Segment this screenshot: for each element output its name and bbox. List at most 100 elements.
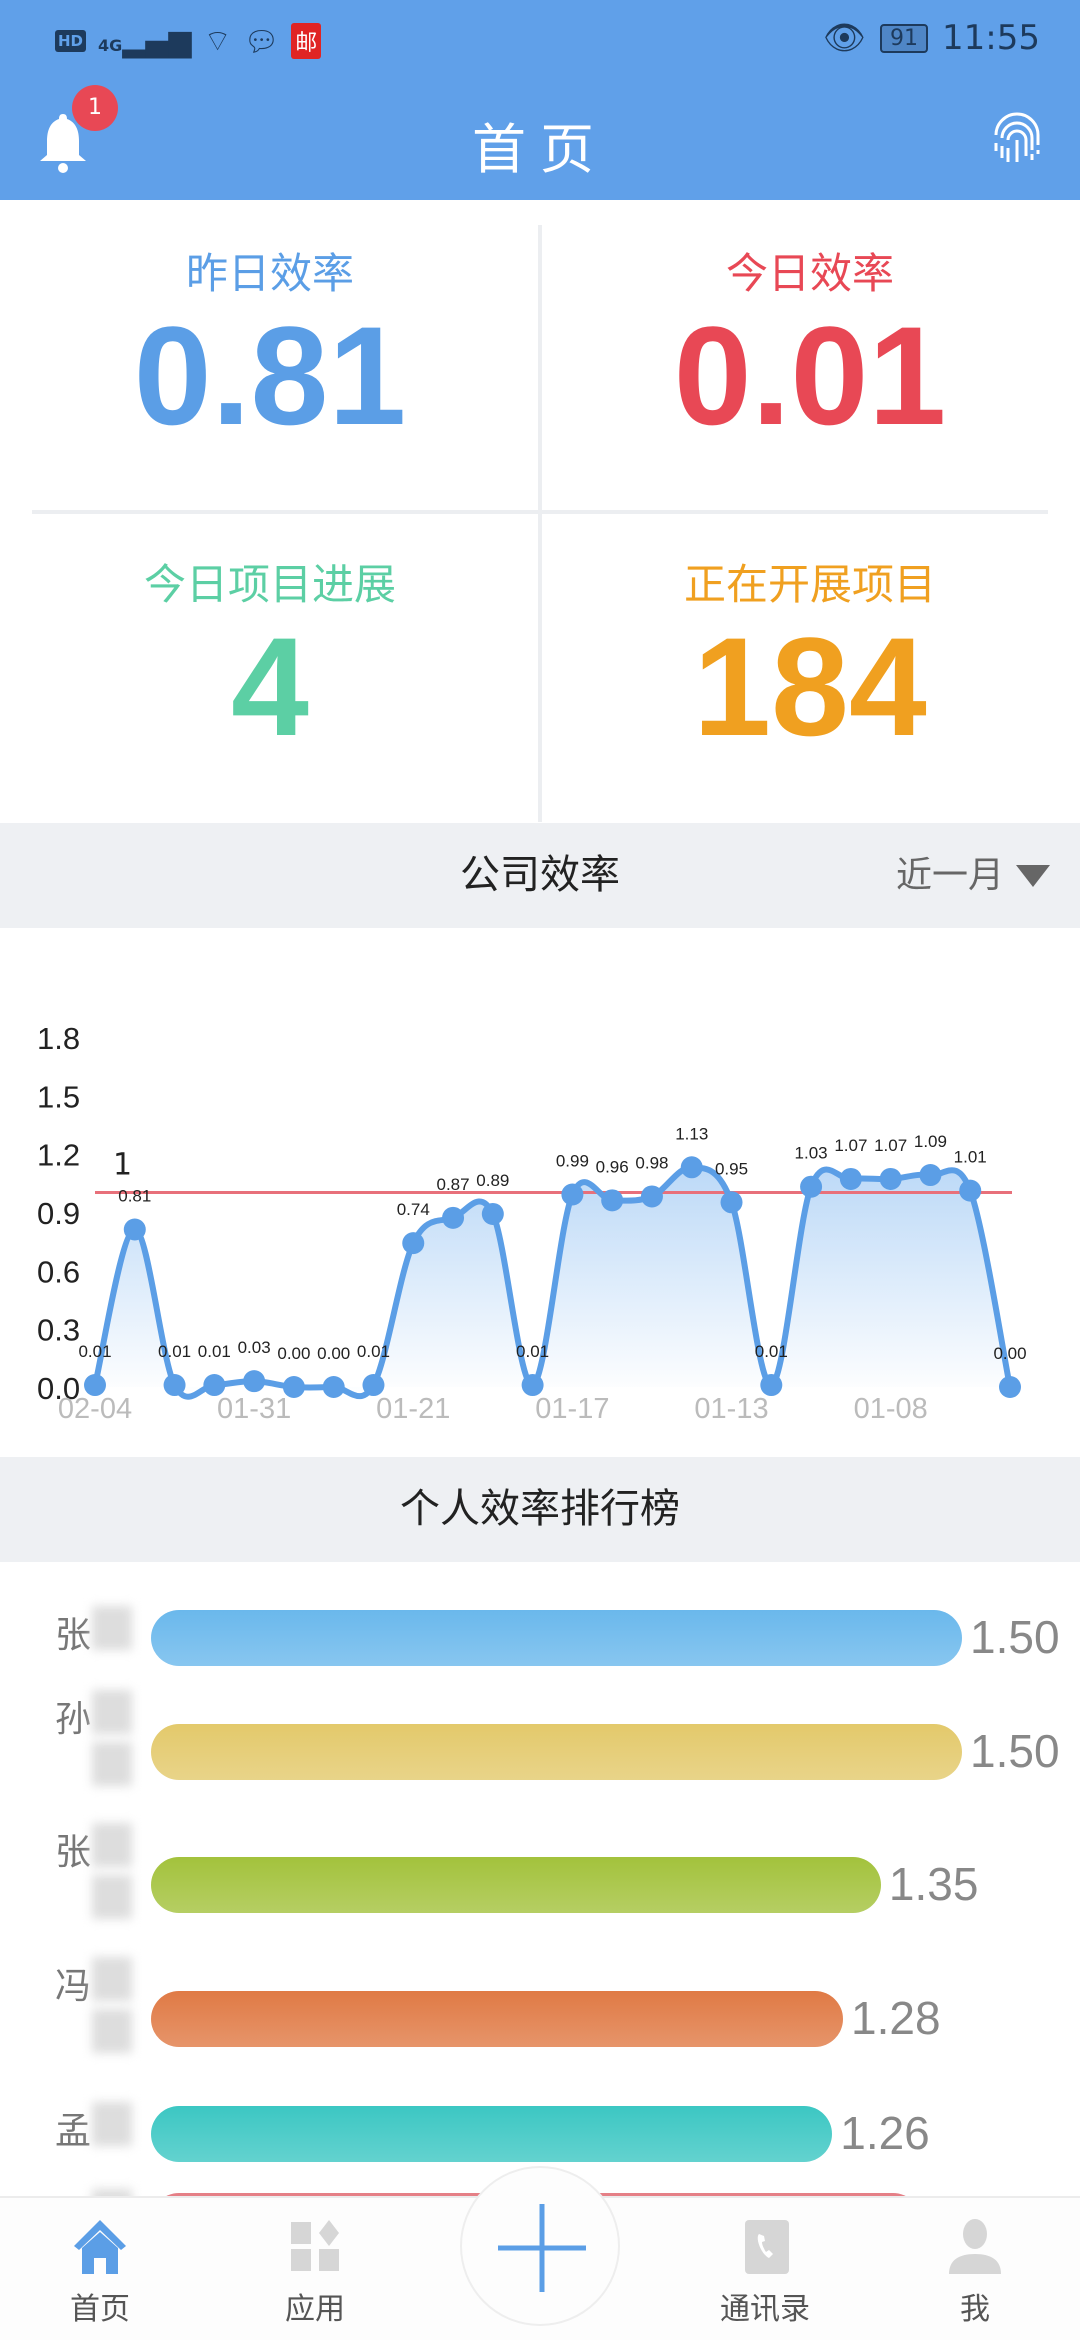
y-tick-label: 0.9 — [37, 1196, 80, 1231]
data-label: 0.01 — [357, 1342, 390, 1361]
data-point — [203, 1374, 226, 1397]
data-point — [640, 1185, 663, 1208]
data-label: 1.03 — [795, 1144, 828, 1163]
app-header: HD 4G▂▄▆ ⌔ 💬︎ 邮 👁︎ 91 11:55 1 首页 — [0, 0, 1080, 200]
ranking-bar — [151, 2106, 833, 2162]
wifi-icon: ⌔ — [203, 24, 232, 59]
x-tick-label: 01-21 — [376, 1393, 450, 1425]
stat-value: 4 — [231, 608, 309, 765]
blurred-name — [92, 1742, 132, 1786]
divider — [32, 510, 1048, 514]
user-icon — [949, 2219, 1001, 2274]
add-button[interactable] — [460, 2166, 620, 2326]
nav-label: 通讯录 — [720, 2292, 810, 2327]
apps-icon — [291, 2220, 339, 2271]
data-point — [84, 1374, 106, 1397]
hd-icon: HD — [55, 30, 87, 52]
eye-icon: 👁︎ — [822, 18, 867, 58]
data-label: 0.03 — [238, 1338, 271, 1357]
data-label: 0.01 — [158, 1342, 191, 1361]
blurred-name — [92, 1875, 132, 1919]
clock: 11:55 — [942, 18, 1040, 58]
stat-value: 184 — [693, 608, 927, 765]
data-label: 0.98 — [635, 1153, 668, 1172]
data-label: 0.00 — [993, 1344, 1026, 1363]
data-point — [919, 1164, 942, 1187]
data-label: 0.89 — [476, 1171, 509, 1190]
stat-yesterday-efficiency[interactable]: 昨日效率 0.81 — [0, 200, 540, 511]
ranking-value: 1.26 — [840, 2107, 930, 2159]
data-point — [123, 1218, 146, 1241]
stats-grid: 昨日效率 0.81 今日效率 0.01 今日项目进展 4 正在开展项目 184 — [0, 200, 1080, 822]
reference-line-label: 1 — [113, 1148, 132, 1183]
data-point — [760, 1374, 783, 1397]
plus-icon — [498, 2204, 586, 2292]
data-label: 0.95 — [715, 1159, 748, 1178]
blurred-name — [92, 2189, 132, 2196]
data-label: 0.01 — [198, 1342, 231, 1361]
data-point — [243, 1370, 266, 1393]
data-point — [481, 1202, 504, 1225]
data-point — [959, 1179, 982, 1202]
stat-today-efficiency[interactable]: 今日效率 0.01 — [540, 200, 1080, 511]
data-label: 0.00 — [277, 1344, 310, 1363]
x-tick-label: 01-08 — [854, 1393, 928, 1425]
data-label: 0.99 — [556, 1152, 589, 1171]
page-title: 首页 — [472, 118, 608, 181]
blurred-name — [92, 2102, 132, 2146]
ranking-bar — [151, 1724, 962, 1780]
data-point — [521, 1374, 544, 1397]
bell-icon — [40, 114, 86, 173]
stat-today-progress[interactable]: 今日项目进展 4 — [0, 511, 540, 822]
data-label: 1.13 — [675, 1124, 708, 1143]
data-point — [999, 1376, 1021, 1398]
blurred-name — [92, 1606, 132, 1650]
nav-label: 首页 — [70, 2292, 130, 2327]
x-tick-label: 01-17 — [535, 1393, 609, 1425]
chat-icon: 💬︎ — [243, 24, 280, 58]
data-label: 0.01 — [755, 1342, 788, 1361]
data-point — [800, 1175, 823, 1198]
notification-badge: 1 — [72, 85, 118, 131]
blurred-name — [92, 1690, 132, 1734]
y-tick-label: 1.2 — [37, 1138, 80, 1173]
ranking-bar — [151, 1610, 962, 1666]
data-label: 1.01 — [954, 1148, 987, 1167]
y-tick-label: 0.3 — [37, 1313, 80, 1348]
data-point — [442, 1206, 465, 1229]
stat-ongoing-projects[interactable]: 正在开展项目 184 — [540, 511, 1080, 822]
ranking-bar — [151, 1857, 881, 1913]
x-tick-label: 02-04 — [58, 1393, 132, 1425]
data-point — [282, 1376, 305, 1398]
data-point — [362, 1374, 385, 1397]
data-label: 0.96 — [596, 1157, 629, 1176]
divider — [538, 225, 542, 822]
data-label: 1.07 — [874, 1136, 907, 1155]
home-icon — [74, 2220, 126, 2274]
battery-icon: 91 — [880, 23, 929, 53]
notification-button[interactable] — [36, 110, 90, 178]
data-point — [680, 1156, 703, 1179]
ranking-name: 覃 — [55, 2189, 91, 2196]
ranking-value: 1.50 — [970, 1725, 1060, 1777]
area-fill — [95, 1167, 1010, 1397]
range-dropdown[interactable]: 近一月 — [896, 823, 1050, 928]
contacts-icon — [745, 2220, 789, 2274]
fingerprint-button[interactable] — [988, 110, 1046, 174]
ranking-list: 张 1.50 孙 1.50 张 1.35 冯 1.28 孟 1.26 覃 — [0, 1562, 1080, 2196]
x-tick-label: 01-31 — [217, 1393, 291, 1425]
data-label: 1.09 — [914, 1132, 947, 1151]
ranking-name: 张 — [55, 1615, 92, 1656]
ranking-name: 孟 — [55, 2111, 92, 2152]
data-point — [879, 1167, 902, 1190]
data-label: 0.01 — [78, 1342, 111, 1361]
data-point — [402, 1232, 425, 1255]
mail-app-icon: 邮 — [291, 23, 322, 59]
y-tick-label: 0.0 — [37, 1371, 80, 1406]
stat-label: 昨日效率 — [185, 249, 354, 298]
nav-label: 我 — [960, 2292, 990, 2327]
signal-icon: 4G▂▄▆ — [98, 23, 192, 59]
data-label: 0.01 — [516, 1342, 549, 1361]
ranking-name: 孙 — [55, 1699, 92, 1740]
dropdown-triangle-icon — [1016, 864, 1050, 887]
